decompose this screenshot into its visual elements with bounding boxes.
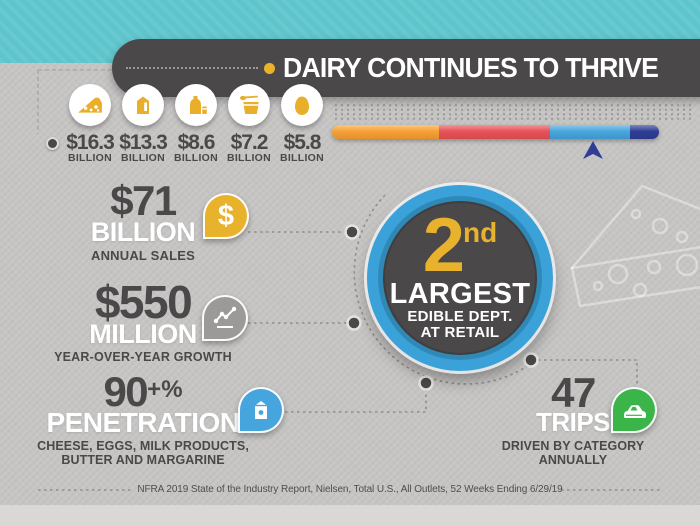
annual-sales-caption: ANNUAL SALES: [90, 248, 195, 263]
growth-unit: MILLION: [89, 319, 197, 349]
penetration-caption-line1: CHEESE, EGGS, MILK PRODUCTS,: [37, 439, 249, 453]
category-value: $5.8: [283, 131, 322, 154]
category-stat-milk-carton: $13.3 BILLION: [115, 84, 171, 164]
yogurt-icon: [228, 84, 270, 126]
gauge-tick-marks: [333, 103, 691, 120]
category-value: $13.3: [119, 131, 168, 154]
rank-label-at-retail: AT RETAIL: [420, 324, 500, 341]
category-value: $16.3: [66, 131, 115, 154]
category-stat-yogurt: $7.2 BILLION: [221, 84, 277, 164]
dollar-pin-icon: $: [203, 193, 249, 239]
annual-sales-unit: BILLION: [90, 217, 196, 247]
category-stat-cheese: $16.3 BILLION: [62, 84, 118, 164]
source-citation: NFRA 2019 State of the Industry Report, …: [137, 484, 563, 495]
cheese-icon: [69, 84, 111, 126]
milk-carton-icon: [122, 84, 164, 126]
penetration-unit: PENETRATION: [46, 407, 240, 438]
trips-caption-line1: DRIVEN BY CATEGORY: [501, 439, 645, 453]
growth-value: $550: [94, 276, 193, 328]
category-value: $8.6: [177, 131, 216, 154]
category-unit: BILLION: [120, 152, 166, 164]
trips-stat: 47 TRIPS DRIVEN BY CATEGORY ANNUALLY: [478, 369, 668, 468]
gauge-segment-dark-blue: [630, 125, 659, 139]
dollar-glyph: $: [217, 199, 235, 232]
category-share-gauge: [332, 125, 659, 139]
category-unit: BILLION: [67, 152, 113, 164]
egg-icon: [281, 84, 323, 126]
title-banner: DAIRY CONTINUES TO THRIVE: [112, 39, 700, 97]
trips-unit: TRIPS: [535, 407, 611, 437]
page-title: DAIRY CONTINUES TO THRIVE: [283, 52, 659, 83]
cheese-outline-doodle: [570, 184, 700, 308]
gauge-segment-orange: [332, 125, 439, 139]
title-bullet-icon: [264, 62, 275, 74]
milk-carton-pin-icon: [238, 387, 284, 433]
rank-label-edible-dept: EDIBLE DEPT.: [407, 308, 513, 325]
category-stat-milk-bottle: $8.6 BILLION: [168, 84, 224, 164]
category-unit: BILLION: [279, 152, 325, 164]
category-unit: BILLION: [226, 152, 272, 164]
growth-stat: $550 MILLION YEAR-OVER-YEAR GROWTH: [33, 276, 253, 364]
car-pin-icon: [611, 387, 657, 433]
category-stat-egg: $5.8 BILLION: [274, 84, 330, 164]
trips-caption-line2: ANNUALLY: [538, 453, 608, 467]
growth-chart-pin-icon: [202, 295, 248, 341]
penetration-value: 90+%: [103, 368, 183, 415]
annual-sales-value: $71: [110, 177, 177, 224]
bottom-margin-strip: [0, 505, 700, 526]
growth-caption: YEAR-OVER-YEAR GROWTH: [54, 350, 232, 364]
gauge-pointer-arrow-icon: [583, 141, 603, 159]
stats-bullet-dot: [46, 137, 59, 150]
penetration-caption-line2: BUTTER AND MARGARINE: [61, 453, 225, 467]
category-value: $7.2: [230, 131, 269, 154]
penetration-suffix: +%: [147, 376, 183, 403]
penetration-stat: 90+% PENETRATION CHEESE, EGGS, MILK PROD…: [27, 368, 259, 468]
banner-dotted-line: [126, 67, 258, 69]
gauge-segment-light-blue: [550, 125, 630, 139]
milk-bottle-icon: [175, 84, 217, 126]
rank-ordinal-suffix: nd: [463, 217, 498, 248]
category-unit: BILLION: [173, 152, 219, 164]
trips-value: 47: [551, 369, 596, 416]
rank-label-largest: LARGEST: [389, 278, 531, 310]
gauge-segment-red: [439, 125, 550, 139]
annual-sales-stat: $71 BILLION ANNUAL SALES: [38, 177, 248, 263]
